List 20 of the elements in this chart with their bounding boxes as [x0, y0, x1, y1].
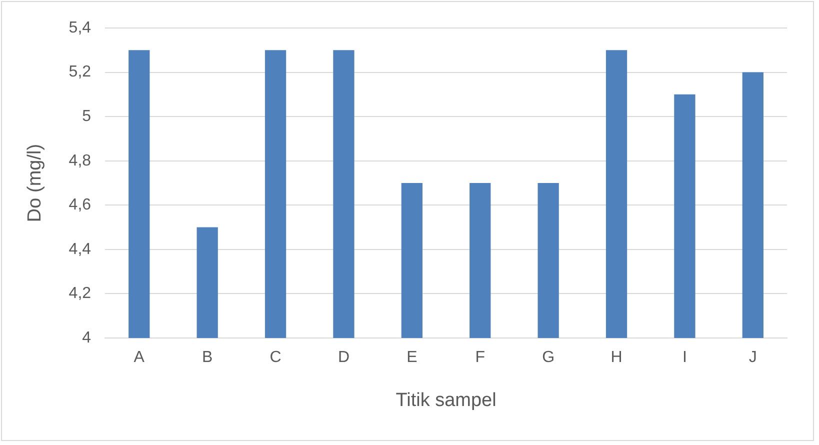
y-tick-label: 5	[82, 108, 92, 125]
x-tick-label: E	[406, 349, 418, 366]
x-tick-label: B	[202, 349, 213, 366]
y-tick-label: 5,2	[68, 64, 92, 81]
y-tick-label: 4,2	[68, 285, 92, 302]
y-axis-title: Do (mg/l)	[24, 144, 46, 222]
x-tick-label: J	[748, 349, 757, 366]
x-tick-label: C	[270, 349, 282, 366]
x-tick-label: A	[134, 349, 145, 366]
y-tick-label: 4,6	[68, 196, 92, 214]
x-tick-label: H	[610, 349, 622, 366]
x-tick-label: D	[338, 349, 350, 366]
x-tick-label: G	[542, 349, 555, 366]
y-tick-label: 4,4	[68, 240, 92, 258]
x-axis-title: Titik sampel	[396, 390, 496, 411]
x-tick-label: F	[475, 349, 486, 366]
y-tick-label: 4,8	[68, 152, 92, 170]
x-tick-label: I	[682, 349, 687, 366]
y-tick-label: 5,4	[68, 19, 92, 36]
y-tick-label: 4	[82, 329, 92, 346]
